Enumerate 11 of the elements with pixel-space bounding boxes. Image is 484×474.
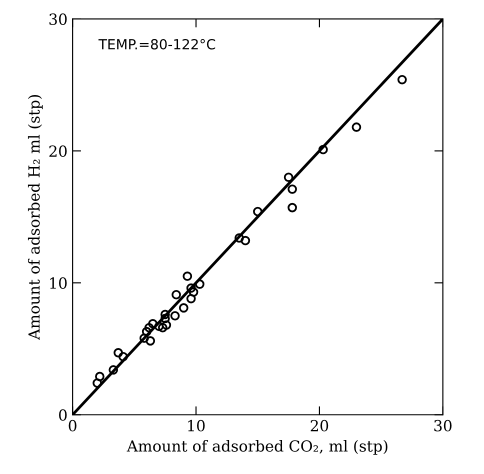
x-tick-label: 0	[68, 420, 76, 432]
y-tick-label: 20	[49, 145, 67, 157]
annotation: TEMP.=80-122°C	[98, 38, 216, 50]
y-axis-title: Amount of adsorbed H₂ ml (stp)	[28, 95, 43, 340]
y-tick-label: 0	[59, 409, 67, 421]
x-tick-label: 10	[188, 420, 205, 432]
y-tick-label: 30	[49, 13, 67, 25]
y-tick-label: 10	[50, 277, 67, 289]
x-tick-label: 30	[434, 420, 452, 432]
x-tick-label: 20	[310, 420, 328, 432]
x-axis-title: Amount of adsorbed CO₂, ml (stp)	[126, 440, 388, 455]
